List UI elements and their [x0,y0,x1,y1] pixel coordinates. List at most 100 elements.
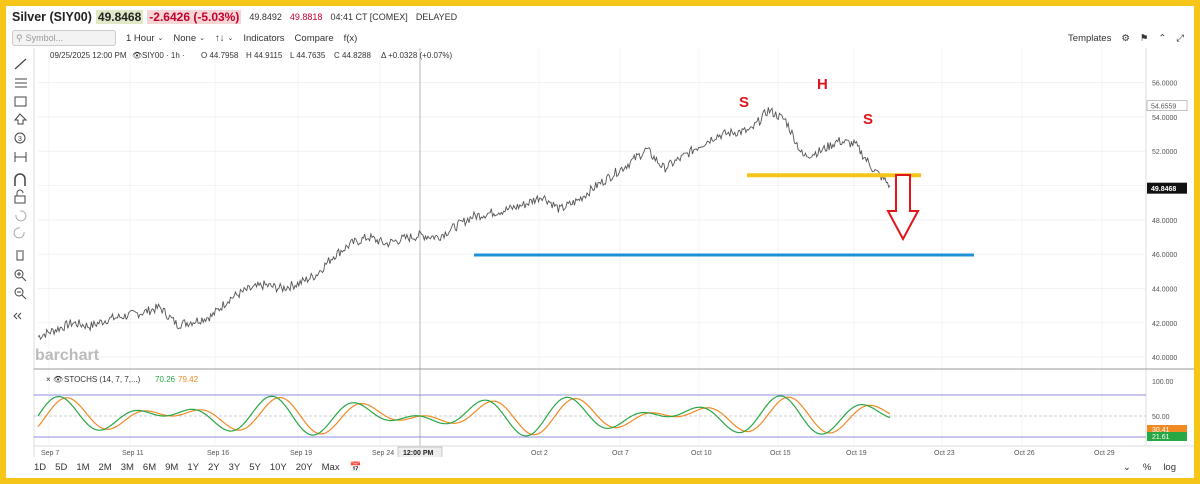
zoom-out-icon[interactable] [14,287,27,300]
range-button-20y[interactable]: 20Y [295,462,313,473]
fullscreen-icon[interactable]: ⤢ [1176,32,1184,44]
draw-tools-dropdown[interactable]: ↑↓ ⌄ [215,33,233,44]
templates-button[interactable]: Templates [1068,32,1112,44]
range-button-1m[interactable]: 1M [76,462,90,473]
symbol-title: Silver (SIY00) [12,10,92,24]
range-buttons: 1D 5D 1M 2M 3M 6M 9M 1Y 2Y 3Y 5Y 10Y 20Y Max [6,462,340,473]
search-icon: ⚲ [16,32,23,43]
range-button-9m[interactable]: 9M [165,462,179,473]
close-pane-icon[interactable]: × [46,375,51,384]
interval-dropdown[interactable]: 1 Hour ⌄ [126,33,163,44]
barchart-watermark: barchart [35,347,100,364]
zoom-in-icon[interactable] [14,269,27,282]
indicators-button[interactable]: Indicators [243,33,284,44]
stoch-d-badge-label: 30.41 [1152,427,1170,434]
stoch-label: STOCHS (14, 7, 7,...) [64,375,141,384]
legend-low: L 44.7635 [290,51,326,60]
range-button-10y[interactable]: 10Y [269,462,287,473]
range-button-3y[interactable]: 3Y [228,462,241,473]
range-button-2m[interactable]: 2M [98,462,112,473]
x-tick-label: Oct 7 [612,450,629,457]
y-tick-label: 56.0000 [1152,81,1177,88]
x-tick-label: Sep 11 [122,450,144,457]
magnet-icon[interactable] [14,173,26,186]
number-tool-icon[interactable]: 3 [14,132,26,144]
x-tick-label: Oct 10 [691,450,712,457]
stoch-tick-100: 100.00 [1152,379,1174,386]
delayed-badge: DELAYED [415,12,458,22]
stoch-k-badge-label: 21.61 [1152,434,1170,441]
redo-icon[interactable] [13,227,25,239]
price-change: -2.6426 (-5.03%) [147,10,242,24]
collapse-panel-icon[interactable] [13,312,22,320]
price-chart[interactable]: 3 S H S barchart 09/25/2025 12:00 PM [6,48,1194,457]
x-tick-label: Sep 16 [207,450,229,457]
x-tick-label: Sep 19 [290,450,312,457]
last-price: 49.8468 [95,10,144,24]
x-tick-label: Oct 26 [1014,450,1035,457]
y-tick-label: 52.0000 [1152,149,1177,156]
gear-icon[interactable]: ⚙ [1121,32,1130,44]
range-button-2y[interactable]: 2Y [207,462,220,473]
head-label: H [817,76,828,93]
undo-icon[interactable] [15,210,27,222]
chart-window: Silver (SIY00) 49.8468 -2.6426 (-5.03%) … [6,6,1194,478]
last-price-box: 49.8468 [1147,182,1187,194]
fib-tool-icon[interactable] [15,78,27,88]
x-tick-label: 12:00 PM [403,450,434,457]
range-button-5y[interactable]: 5Y [249,462,261,473]
time-axis: Sep 7 Sep 11 Sep 16 Sep 19 Sep 24 12:00 PM Oct… [41,446,1115,457]
trendline-tool-icon[interactable] [14,58,27,70]
collapse-icon[interactable]: ⌃ [1158,32,1167,44]
rectangle-tool-icon[interactable] [14,96,27,107]
visibility-icon[interactable]: 👁 [132,51,142,60]
legend-symbol: SIY00 · 1h · [142,51,185,60]
stoch-k-line [37,395,891,437]
trash-icon[interactable] [16,250,24,261]
visibility-icon[interactable]: 👁 [53,375,63,384]
flag-icon[interactable]: ⚑ [1139,32,1149,44]
svg-text:49.8468: 49.8468 [1151,186,1176,193]
range-button-max[interactable]: Max [321,462,340,473]
chevron-down-icon: ⌄ [199,35,205,42]
chevron-down-icon[interactable]: ⌄ [1122,462,1131,473]
x-tick-label: Sep 24 [372,450,394,457]
function-button[interactable]: f(x) [344,33,358,44]
chart-toolbar: ⚲ Symbol... 1 Hour ⌄ None ⌄ ↑↓ ⌄ Indicat… [6,28,1194,48]
y-tick-label: 40.0000 [1152,355,1177,362]
svg-text:54.6559: 54.6559 [1151,104,1176,111]
y-tick-label: 46.0000 [1152,252,1177,259]
quote-header: Silver (SIY00) 49.8468 -2.6426 (-5.03%) … [6,6,1194,28]
log-toggle[interactable]: log [1163,462,1176,473]
stoch-d-badge [1147,425,1187,434]
interval-label: 1 Hour [126,32,155,44]
range-button-1y[interactable]: 1Y [187,462,199,473]
overlay-dropdown[interactable]: None ⌄ [173,33,205,44]
x-tick-label: Oct 29 [1094,450,1115,457]
range-button-6m[interactable]: 6M [142,462,157,473]
drawing-icon: ↑↓ [214,32,225,44]
arrow-up-tool-icon[interactable] [13,113,28,125]
range-button-5d[interactable]: 5D [55,462,68,473]
bid-price: 49.8492 [249,12,282,22]
lock-icon[interactable] [14,189,26,204]
crosshair-time-box [397,446,443,457]
indicators-label: Indicators [243,32,285,44]
range-button-3m[interactable]: 3M [120,462,134,473]
compare-button[interactable]: Compare [295,33,334,44]
measure-tool-icon[interactable] [14,152,27,162]
x-tick-label: Sep 7 [41,450,59,457]
range-bar: 1D 5D 1M 2M 3M 6M 9M 1Y 2Y 3Y 5Y 10Y 20Y Max 📅 ⌄ % lo… [6,457,1194,478]
chevron-down-icon: ⌄ [157,35,164,42]
down-arrow-icon [886,174,920,242]
range-button-1d[interactable]: 1D [34,462,47,473]
stoch-d-line [37,396,891,436]
percent-toggle[interactable]: % [1142,462,1152,473]
high-price-box: 54.6559 [1146,100,1188,111]
symbol-search-input[interactable]: ⚲ Symbol... [12,30,116,46]
y-tick-label: 44.0000 [1152,287,1177,294]
svg-text:3: 3 [18,136,22,143]
calendar-icon[interactable]: 📅 [349,462,362,473]
stoch-pane: × 👁 STOCHS (14, 7, 7,...) 70.26 79.42 10… [34,375,1187,441]
legend-date: 09/25/2025 12:00 PM [50,51,127,60]
